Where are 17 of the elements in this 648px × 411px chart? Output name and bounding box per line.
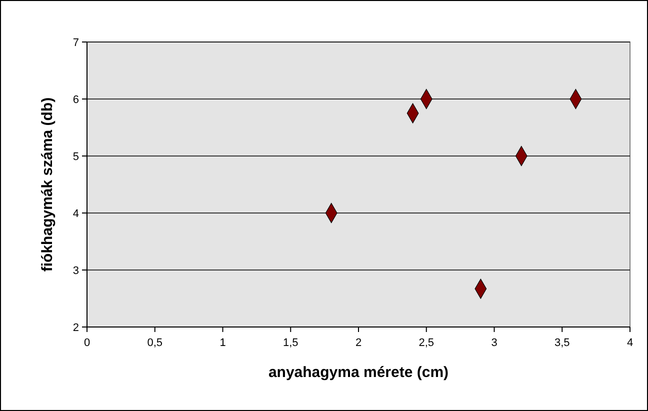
- x-tick-label: 2,5: [418, 337, 434, 349]
- y-tick-label: 3: [72, 265, 79, 277]
- x-tick-label: 3: [491, 337, 498, 349]
- x-tick-label: 4: [626, 337, 634, 349]
- x-tick-label: 3,5: [554, 337, 570, 349]
- x-axis-title: anyahagyma mérete (cm): [268, 364, 449, 381]
- y-tick-label: 5: [72, 151, 79, 163]
- x-tick-label: 0,5: [147, 337, 163, 349]
- x-tick-label: 1: [220, 337, 226, 349]
- y-axis-title: fiókhagymák száma (db): [39, 97, 56, 272]
- x-tick-label: 0: [84, 337, 90, 349]
- y-tick-label: 6: [72, 94, 79, 106]
- y-tick-label: 4: [72, 208, 79, 220]
- x-tick-label: 1,5: [282, 337, 298, 349]
- y-tick-label: 7: [72, 37, 79, 49]
- y-tick-label: 2: [72, 322, 79, 334]
- x-tick-label: 2: [355, 337, 362, 349]
